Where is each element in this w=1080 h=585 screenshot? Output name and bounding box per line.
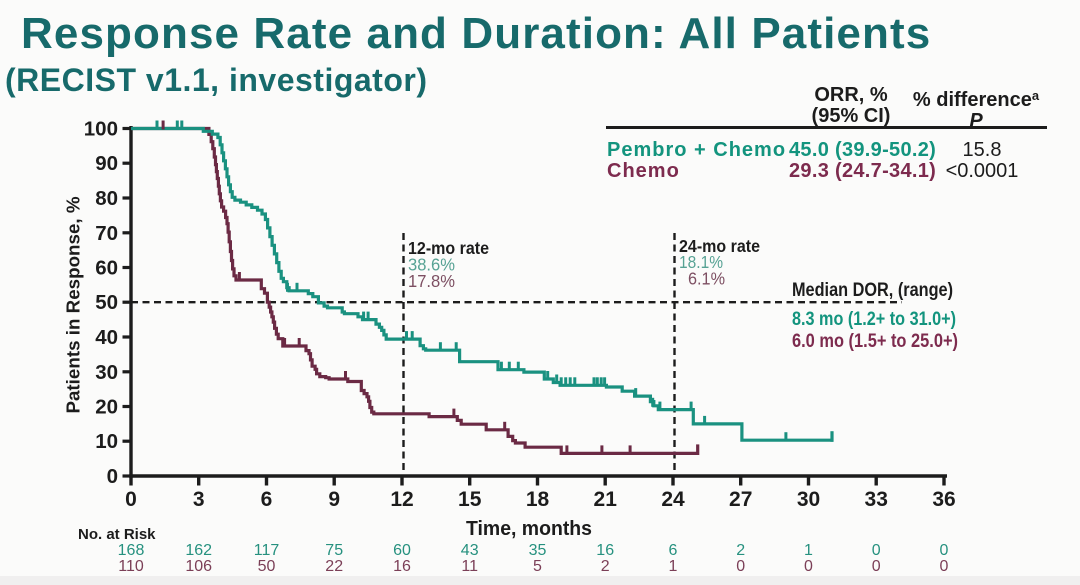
svg-text:60: 60 (95, 257, 118, 280)
svg-text:106: 106 (185, 558, 212, 575)
svg-text:10: 10 (95, 430, 118, 453)
svg-text:60: 60 (393, 542, 411, 559)
svg-text:6: 6 (261, 488, 273, 511)
svg-text:70: 70 (95, 222, 118, 245)
svg-text:50: 50 (258, 558, 276, 575)
svg-text:Median DOR, (range): Median DOR, (range) (792, 279, 953, 301)
svg-text:35: 35 (529, 542, 547, 559)
svg-text:38.6%: 38.6% (408, 255, 455, 275)
svg-text:100: 100 (84, 118, 118, 141)
svg-text:40: 40 (95, 326, 118, 349)
svg-text:2: 2 (736, 542, 745, 559)
svg-text:2: 2 (601, 558, 610, 575)
svg-text:18.1%: 18.1% (679, 252, 723, 272)
svg-text:30: 30 (95, 361, 118, 384)
svg-text:5: 5 (533, 558, 542, 575)
svg-text:17.8%: 17.8% (408, 271, 455, 291)
svg-text:1: 1 (804, 542, 813, 559)
svg-text:6.0 mo (1.5+ to 25.0+): 6.0 mo (1.5+ to 25.0+) (792, 330, 958, 352)
svg-text:0: 0 (872, 558, 881, 575)
svg-text:6.1%: 6.1% (688, 269, 725, 289)
svg-text:8.3 mo (1.2+ to 31.0+): 8.3 mo (1.2+ to 31.0+) (792, 308, 956, 330)
svg-text:27: 27 (729, 488, 752, 511)
svg-text:No. at Risk: No. at Risk (78, 526, 156, 543)
svg-text:0: 0 (940, 542, 949, 559)
svg-text:0: 0 (107, 465, 118, 488)
svg-text:Time, months: Time, months (466, 518, 592, 540)
svg-text:36: 36 (932, 488, 955, 511)
svg-text:12: 12 (390, 488, 413, 511)
svg-text:3: 3 (193, 488, 205, 511)
svg-text:20: 20 (95, 396, 118, 419)
svg-text:110: 110 (118, 558, 144, 575)
svg-text:0: 0 (872, 542, 881, 559)
svg-text:90: 90 (95, 152, 118, 175)
svg-text:11: 11 (461, 558, 478, 575)
svg-text:16: 16 (393, 558, 411, 575)
svg-text:33: 33 (865, 488, 888, 511)
svg-text:43: 43 (461, 542, 479, 559)
svg-text:16: 16 (596, 542, 614, 559)
svg-text:22: 22 (325, 558, 343, 575)
svg-text:0: 0 (736, 558, 745, 575)
svg-text:1: 1 (669, 558, 678, 575)
svg-text:168: 168 (118, 542, 145, 559)
svg-text:21: 21 (594, 488, 618, 511)
svg-text:162: 162 (185, 542, 212, 559)
svg-text:75: 75 (325, 542, 343, 559)
svg-text:24: 24 (661, 488, 685, 511)
svg-text:80: 80 (95, 187, 118, 210)
svg-text:15: 15 (458, 488, 482, 511)
svg-text:117: 117 (254, 542, 280, 559)
svg-text:0: 0 (804, 558, 813, 575)
svg-text:50: 50 (95, 291, 118, 314)
svg-text:9: 9 (328, 488, 340, 511)
svg-text:24-mo rate: 24-mo rate (679, 236, 760, 256)
svg-text:18: 18 (526, 488, 550, 511)
svg-text:0: 0 (940, 558, 949, 575)
svg-text:Patients in Response, %: Patients in Response, % (63, 196, 84, 413)
svg-text:0: 0 (125, 488, 137, 511)
svg-text:6: 6 (669, 542, 678, 559)
svg-text:12-mo rate: 12-mo rate (408, 238, 489, 258)
svg-text:30: 30 (797, 488, 820, 511)
